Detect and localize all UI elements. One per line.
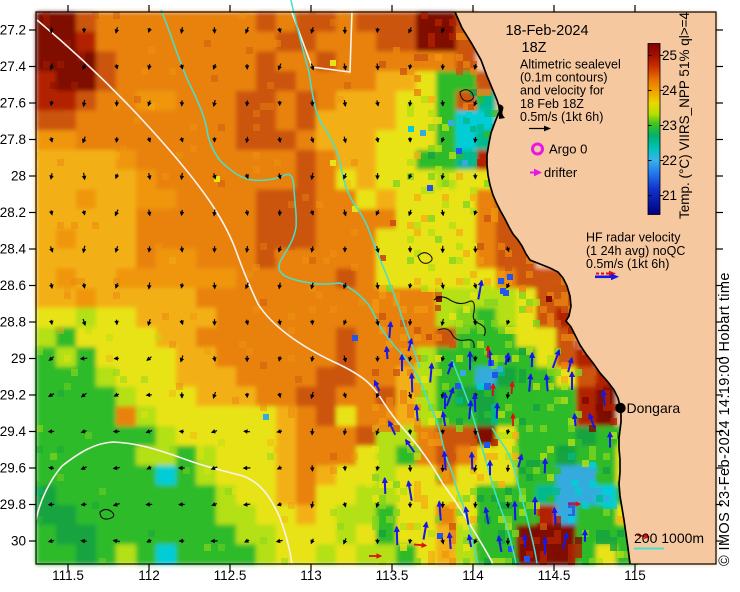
svg-text:24: 24 [662, 83, 678, 98]
svg-text:115: 115 [624, 568, 646, 583]
svg-text:200 1000m: 200 1000m [634, 530, 704, 546]
svg-text:112: 112 [138, 568, 160, 583]
svg-text:0.5m/s (1kt 6h): 0.5m/s (1kt 6h) [586, 257, 669, 271]
svg-text:drifter: drifter [544, 165, 578, 180]
svg-text:29.8: 29.8 [0, 497, 26, 512]
svg-text:(0.1m contours): (0.1m contours) [520, 71, 608, 85]
svg-text:Altimetric sealevel: Altimetric sealevel [520, 58, 621, 72]
svg-text:28: 28 [11, 169, 26, 184]
svg-text:30: 30 [11, 534, 26, 549]
svg-text:27.8: 27.8 [0, 132, 26, 147]
svg-text:28.4: 28.4 [0, 242, 26, 257]
svg-text:23: 23 [662, 118, 677, 133]
svg-text:Argo 0: Argo 0 [549, 142, 587, 157]
svg-text:27.6: 27.6 [0, 96, 26, 111]
svg-text:18-Feb-2024: 18-Feb-2024 [505, 23, 588, 39]
svg-text:Temp. (°C) VIIRS_NPP 51% ql>=4: Temp. (°C) VIIRS_NPP 51% ql>=4 [677, 12, 692, 219]
svg-text:18Z: 18Z [522, 40, 547, 56]
svg-text:28.8: 28.8 [0, 315, 26, 330]
svg-text:18 Feb 18Z: 18 Feb 18Z [520, 97, 584, 111]
svg-text:113: 113 [300, 568, 322, 583]
svg-text:29.4: 29.4 [0, 424, 26, 439]
svg-text:114.5: 114.5 [538, 568, 571, 583]
svg-text:25: 25 [662, 48, 677, 63]
svg-text:21: 21 [662, 188, 677, 203]
svg-text:28.2: 28.2 [0, 205, 26, 220]
svg-text:29.2: 29.2 [0, 388, 26, 403]
svg-text:27.4: 27.4 [0, 59, 26, 74]
svg-text:28.6: 28.6 [0, 278, 26, 293]
svg-text:111.5: 111.5 [52, 568, 84, 583]
svg-text:113.5: 113.5 [376, 568, 409, 583]
svg-text:© IMOS 23-Feb-2024 14:19:00 Ho: © IMOS 23-Feb-2024 14:19:00 Hobart time [717, 272, 733, 566]
svg-text:27.2: 27.2 [0, 23, 26, 38]
svg-text:112.5: 112.5 [214, 568, 247, 583]
svg-text:22: 22 [662, 153, 677, 168]
svg-text:0.5m/s (1kt 6h): 0.5m/s (1kt 6h) [520, 110, 603, 124]
svg-text:29.6: 29.6 [0, 461, 26, 476]
svg-text:and velocity for: and velocity for [520, 84, 604, 98]
svg-text:29: 29 [11, 351, 26, 366]
svg-text:Dongara: Dongara [627, 400, 681, 416]
svg-text:(1 24h avg) noQC: (1 24h avg) noQC [586, 244, 685, 258]
svg-text:HF radar velocity: HF radar velocity [586, 231, 681, 245]
svg-text:114: 114 [462, 568, 484, 583]
